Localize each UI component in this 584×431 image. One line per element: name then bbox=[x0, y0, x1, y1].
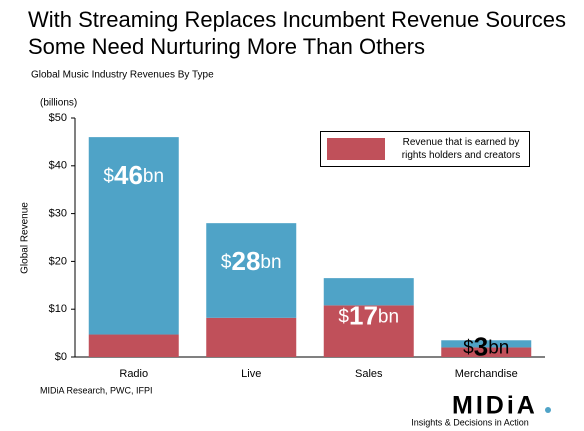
total-label-part: 46 bbox=[114, 160, 143, 190]
x-tick-label: Radio bbox=[119, 368, 148, 380]
bar-segment bbox=[206, 223, 297, 318]
bar-segment bbox=[206, 317, 297, 357]
y-unit: (billions) bbox=[40, 98, 77, 109]
y-tick-label: $0 bbox=[55, 351, 67, 363]
legend: Revenue that is earned by rights holders… bbox=[320, 131, 530, 167]
total-label-part: 17 bbox=[349, 300, 378, 330]
bar-segment bbox=[441, 340, 532, 348]
logo-dot bbox=[545, 407, 551, 413]
legend-label: Revenue that is earned by rights holders… bbox=[401, 137, 521, 161]
y-tick-label: $10 bbox=[49, 303, 67, 315]
logo: MIDiA bbox=[452, 392, 538, 420]
total-label: $3bn bbox=[463, 332, 509, 362]
total-label-part: 3 bbox=[474, 332, 488, 362]
x-tick-label: Merchandise bbox=[455, 368, 518, 380]
bar-segment bbox=[441, 347, 532, 357]
tagline: Insights & Decisions in Action bbox=[411, 417, 529, 427]
total-label: $46bn bbox=[103, 160, 164, 190]
total-label-part: bn bbox=[488, 338, 509, 359]
total-label-part: bn bbox=[143, 166, 164, 187]
title-line: Some Need Nurturing More Than Others bbox=[28, 34, 425, 59]
total-label-part: $ bbox=[338, 307, 349, 328]
y-axis-title: Global Revenue bbox=[20, 202, 31, 274]
y-tick-label: $40 bbox=[49, 160, 67, 172]
subtitle: Global Music Industry Revenues By Type bbox=[31, 70, 214, 81]
y-tick-label: $50 bbox=[49, 112, 67, 124]
total-label-part: bn bbox=[260, 252, 281, 273]
bar-segment bbox=[88, 334, 179, 357]
total-label-part: bn bbox=[378, 307, 399, 328]
total-label-part: $ bbox=[103, 166, 114, 187]
source: MIDiA Research, PWC, IFPI bbox=[40, 385, 153, 395]
bar-segment bbox=[88, 137, 179, 335]
x-tick-label: Live bbox=[241, 368, 261, 380]
legend-swatch bbox=[327, 138, 385, 160]
total-label-part: $ bbox=[463, 338, 474, 359]
total-label: $17bn bbox=[338, 300, 399, 330]
total-label-part: 28 bbox=[232, 246, 261, 276]
title-line: With Streaming Replaces Incumbent Revenu… bbox=[28, 7, 566, 32]
y-tick-label: $20 bbox=[49, 255, 67, 267]
x-tick-label: Sales bbox=[355, 368, 383, 380]
y-tick-label: $30 bbox=[49, 208, 67, 220]
total-label: $28bn bbox=[221, 246, 282, 276]
total-label-part: $ bbox=[221, 252, 232, 273]
bar-segment bbox=[323, 278, 414, 306]
bar-segment bbox=[323, 305, 414, 357]
